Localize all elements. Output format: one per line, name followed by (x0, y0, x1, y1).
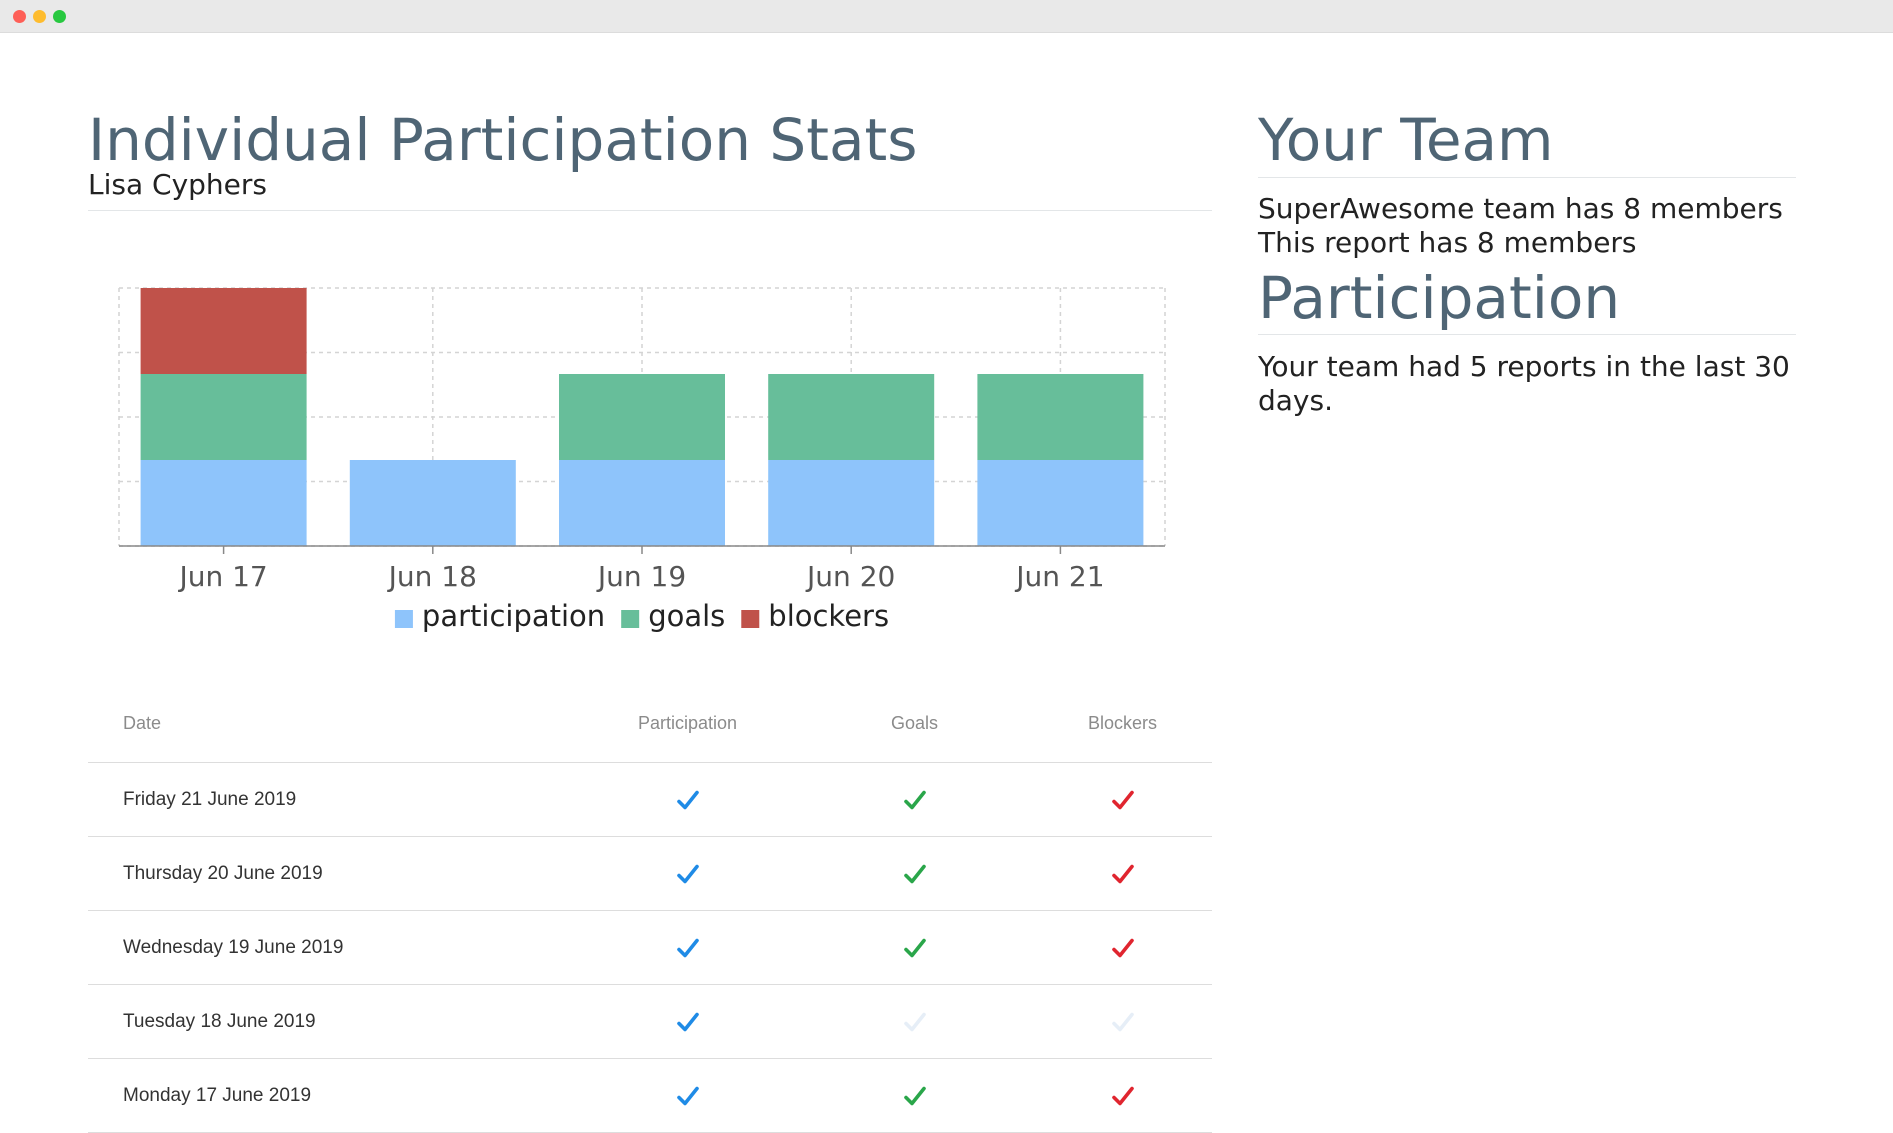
participation-check-icon (676, 862, 700, 886)
x-tick-label: Jun 20 (805, 560, 895, 593)
header-date: Date (88, 684, 579, 763)
goals-check-icon (903, 788, 927, 812)
bar-participation-1 (140, 460, 307, 546)
legend-label-participation: participation (422, 599, 605, 633)
team-title: Your Team (1258, 106, 1554, 174)
blockers-check-icon (1111, 1084, 1135, 1108)
participation-check-icon (676, 1010, 700, 1034)
participation-table: Date Participation Goals Blockers Friday… (88, 684, 1212, 1133)
table-row: Thursday 20 June 2019 (88, 836, 1212, 911)
row-participation-cell (579, 1058, 796, 1133)
row-date: Wednesday 19 June 2019 (88, 910, 579, 985)
bar-participation-5 (977, 460, 1144, 546)
blockers-check-icon (1111, 788, 1135, 812)
row-date: Monday 17 June 2019 (88, 1058, 579, 1133)
participation-title: Participation (1258, 264, 1621, 332)
x-tick-label: Jun 21 (1014, 560, 1104, 593)
goals-check-icon (903, 936, 927, 960)
row-blockers-cell (1033, 836, 1212, 911)
row-goals-cell (796, 762, 1033, 837)
row-participation-cell (579, 910, 796, 985)
blockers-check-icon (1111, 936, 1135, 960)
participation-chart-svg: Jun 17 Jun 18 Jun 19 Jun 20 Jun 21 participat… (118, 287, 1166, 633)
legend-swatch-participation (394, 610, 413, 628)
x-tick-label: Jun 18 (387, 560, 477, 593)
bar-goals-3 (559, 374, 725, 460)
participation-check-icon (676, 936, 700, 960)
participation-chart: Jun 17 Jun 18 Jun 19 Jun 20 Jun 21 participat… (88, 237, 1212, 637)
team-title-divider (1258, 177, 1796, 178)
table-row: Tuesday 18 June 2019 (88, 984, 1212, 1059)
table-row: Monday 17 June 2019 (88, 1058, 1212, 1133)
close-window-button[interactable] (13, 10, 26, 23)
row-goals-cell (796, 910, 1033, 985)
row-participation-cell (579, 762, 796, 837)
table-row: Friday 21 June 2019 (88, 762, 1212, 837)
report-members-text: This report has 8 members (1258, 226, 1637, 259)
header-goals: Goals (796, 684, 1033, 763)
bar-goals-5 (977, 374, 1144, 460)
bar-participation-4 (768, 460, 935, 546)
blockers-check-icon (1111, 1010, 1135, 1034)
table-row: Wednesday 19 June 2019 (88, 910, 1212, 985)
table-header-row: Date Participation Goals Blockers (88, 684, 1212, 763)
window-titlebar (0, 0, 1893, 33)
goals-check-icon (903, 1010, 927, 1034)
participation-check-icon (676, 1084, 700, 1108)
participation-title-divider (1258, 334, 1796, 335)
team-members-text: SuperAwesome team has 8 members (1258, 192, 1783, 225)
maximize-window-button[interactable] (53, 10, 66, 23)
row-blockers-cell (1033, 984, 1212, 1059)
bar-participation-2 (349, 460, 516, 546)
x-tick-label: Jun 17 (177, 560, 267, 593)
participation-summary: Your team had 5 reports in the last 30 d… (1258, 350, 1790, 417)
legend-label-blockers: blockers (768, 599, 889, 633)
goals-check-icon (903, 1084, 927, 1108)
legend-label-goals: goals (648, 599, 725, 633)
row-participation-cell (579, 836, 796, 911)
row-goals-cell (796, 836, 1033, 911)
row-date: Thursday 20 June 2019 (88, 836, 579, 911)
row-goals-cell (796, 1058, 1033, 1133)
header-participation: Participation (579, 684, 796, 763)
legend-swatch-goals (621, 610, 640, 628)
page-title: Individual Participation Stats (88, 106, 918, 174)
title-divider (88, 210, 1212, 211)
x-tick-label: Jun 19 (596, 560, 686, 593)
minimize-window-button[interactable] (33, 10, 46, 23)
row-goals-cell (796, 984, 1033, 1059)
row-blockers-cell (1033, 910, 1212, 985)
legend-swatch-blockers (741, 610, 760, 628)
bar-participation-3 (559, 460, 725, 546)
bar-blockers-1 (140, 288, 307, 374)
row-blockers-cell (1033, 762, 1212, 837)
bar-goals-1 (140, 374, 307, 460)
participation-check-icon (676, 788, 700, 812)
blockers-check-icon (1111, 862, 1135, 886)
bar-goals-4 (768, 374, 935, 460)
row-date: Tuesday 18 June 2019 (88, 984, 579, 1059)
goals-check-icon (903, 862, 927, 886)
row-date: Friday 21 June 2019 (88, 762, 579, 837)
row-participation-cell (579, 984, 796, 1059)
row-blockers-cell (1033, 1058, 1212, 1133)
header-blockers: Blockers (1033, 684, 1212, 763)
member-name: Lisa Cyphers (88, 168, 267, 201)
